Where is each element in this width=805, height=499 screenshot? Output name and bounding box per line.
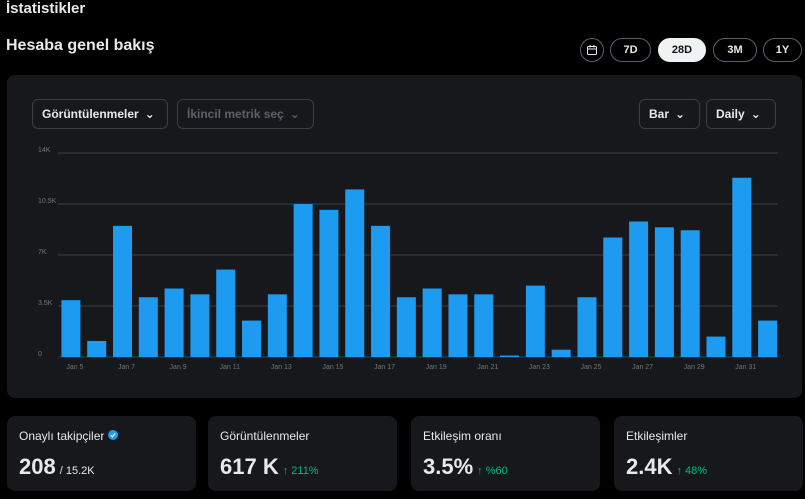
calendar-button[interactable] bbox=[580, 38, 604, 62]
bar bbox=[551, 349, 571, 357]
bar bbox=[629, 221, 649, 357]
x-tick-label: Jan 9 bbox=[170, 364, 187, 371]
bar bbox=[706, 336, 726, 357]
stat-card: Onaylı takipçiler 208/ 15.2K bbox=[7, 416, 196, 491]
bar bbox=[396, 297, 416, 357]
dropdown-label: Görüntülenmeler bbox=[42, 107, 139, 121]
range-button[interactable]: 3M bbox=[713, 38, 757, 62]
y-tick-label: 7K bbox=[38, 249, 47, 256]
bar bbox=[216, 269, 236, 357]
y-tick-label: 3.5K bbox=[38, 300, 53, 307]
metric-dropdown[interactable]: Görüntülenmeler ⌄ bbox=[32, 99, 168, 129]
stat-value: 3.5% bbox=[423, 454, 474, 479]
x-tick-label: Jan 21 bbox=[477, 364, 498, 371]
range-button[interactable]: 7D bbox=[610, 38, 651, 62]
dropdown-label: Bar bbox=[649, 107, 670, 121]
bar bbox=[603, 237, 623, 357]
dropdown-label: İkincil metrik seç bbox=[187, 107, 284, 121]
y-tick-label: 0 bbox=[38, 351, 42, 358]
bar bbox=[113, 225, 133, 357]
x-tick-label: Jan 29 bbox=[684, 364, 705, 371]
bar bbox=[371, 225, 391, 357]
stat-label: Görüntülenmeler bbox=[220, 429, 310, 443]
stat-card: Görüntülenmeler 617 K ↑ 211% bbox=[208, 416, 397, 491]
bar bbox=[345, 189, 365, 357]
stat-extra: ↑ %60 bbox=[477, 465, 508, 477]
stat-value: 2.4K bbox=[626, 454, 673, 479]
stat-label: Etkileşim oranı bbox=[423, 429, 502, 443]
x-tick-label: Jan 27 bbox=[632, 364, 653, 371]
bar bbox=[242, 320, 262, 357]
x-tick-label: Jan 11 bbox=[219, 364, 240, 371]
stat-extra: ↑ 48% bbox=[676, 465, 708, 477]
stat-label: Etkileşimler bbox=[626, 429, 688, 443]
bar bbox=[577, 297, 597, 357]
y-tick-label: 10.5K bbox=[38, 198, 57, 205]
bar bbox=[138, 297, 158, 357]
x-tick-label: Jan 7 bbox=[118, 364, 135, 371]
stat-extra: ↑ 211% bbox=[282, 465, 319, 477]
bar bbox=[267, 294, 287, 357]
x-tick-label: Jan 17 bbox=[374, 364, 395, 371]
stat-card: Etkileşim oranı 3.5% ↑ %60 bbox=[411, 416, 600, 491]
chart: 0 3.5K 7K 10.5K 14K Jan 5 Jan 7 Jan 9 Jan 11 Jan … bbox=[38, 147, 778, 371]
interval-dropdown[interactable]: Daily ⌄ bbox=[706, 99, 776, 129]
chevron: ⌄ bbox=[289, 107, 300, 121]
bar bbox=[190, 294, 210, 357]
bar bbox=[61, 300, 81, 357]
chart-type-dropdown[interactable]: Bar ⌄ bbox=[639, 99, 700, 129]
bar bbox=[654, 227, 674, 357]
section-title: Hesaba genel bakış bbox=[6, 37, 155, 54]
page-title: İstatistikler bbox=[6, 0, 86, 17]
bar bbox=[422, 288, 442, 357]
bar bbox=[448, 294, 468, 357]
chevron: ⌄ bbox=[144, 107, 155, 121]
bar bbox=[87, 340, 107, 357]
y-tick-label: 14K bbox=[38, 147, 51, 154]
bar bbox=[319, 209, 339, 357]
x-tick-label: Jan 13 bbox=[271, 364, 292, 371]
x-tick-label: Jan 25 bbox=[580, 364, 601, 371]
x-tick-label: Jan 23 bbox=[529, 364, 550, 371]
bar bbox=[500, 355, 520, 357]
chevron: ⌄ bbox=[750, 107, 761, 121]
x-tick-label: Jan 15 bbox=[322, 364, 343, 371]
range-button[interactable]: 28D bbox=[658, 38, 706, 62]
x-tick-label: Jan 31 bbox=[735, 364, 756, 371]
verified-badge bbox=[107, 430, 118, 440]
range-button[interactable]: 1Y bbox=[763, 38, 802, 62]
stat-extra: / 15.2K bbox=[59, 465, 95, 477]
bar bbox=[164, 288, 184, 357]
x-tick-label: Jan 5 bbox=[66, 364, 83, 371]
stat-card: Etkileşimler 2.4K ↑ 48% bbox=[614, 416, 803, 491]
stat-value: 208 bbox=[19, 454, 56, 479]
bar bbox=[680, 230, 700, 357]
bar bbox=[732, 177, 752, 357]
stat-value: 617 K bbox=[220, 454, 279, 479]
x-tick-label: Jan 19 bbox=[426, 364, 447, 371]
bar bbox=[474, 294, 494, 357]
bar bbox=[293, 204, 313, 357]
bar bbox=[758, 320, 778, 357]
calendar-icon bbox=[587, 45, 597, 55]
bar bbox=[525, 285, 545, 357]
dropdown-label: Daily bbox=[716, 107, 745, 121]
chevron: ⌄ bbox=[675, 107, 686, 121]
secondary-dropdown: İkincil metrik seç ⌄ bbox=[177, 99, 314, 129]
stat-label: Onaylı takipçiler bbox=[19, 429, 105, 443]
